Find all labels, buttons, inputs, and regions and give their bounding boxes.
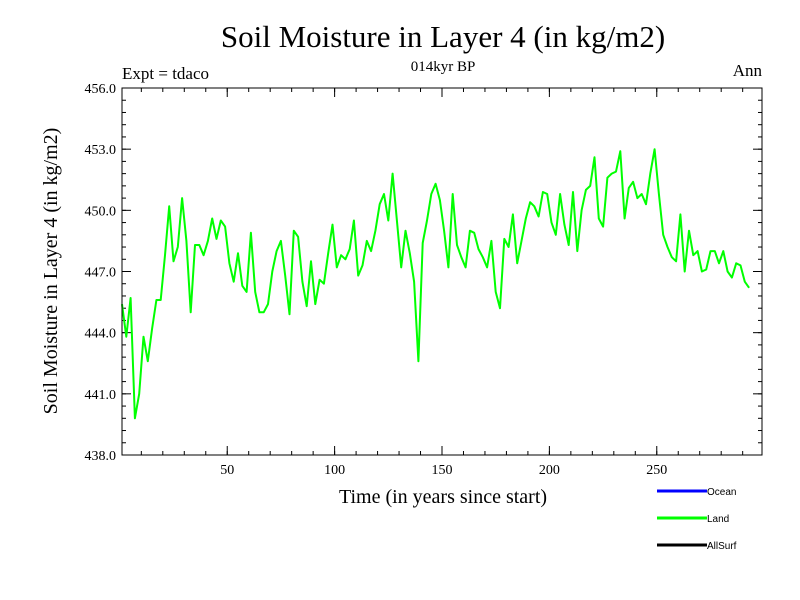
- plot-frame: [121, 87, 763, 456]
- legend: Ocean Land AllSurf: [657, 487, 737, 552]
- y-tick-label: 438.0: [85, 449, 117, 464]
- chart-subtitle: 014kyr BP: [411, 59, 476, 75]
- x-tick-label: 100: [324, 463, 345, 478]
- legend-label: Ocean: [707, 487, 736, 498]
- y-tick-label: 453.0: [85, 143, 117, 158]
- season-label: Ann: [733, 61, 763, 80]
- y-tick-label: 450.0: [85, 204, 117, 219]
- y-tick-label: 456.0: [85, 82, 117, 97]
- legend-label: Land: [707, 514, 729, 525]
- x-axis-label: Time (in years since start): [339, 486, 547, 508]
- x-tick-label: 250: [646, 463, 667, 478]
- series-line-land: [121, 148, 750, 420]
- y-tick-labels: 438.0 441.0 444.0 447.0 450.0 453.0 456.0: [85, 82, 117, 464]
- x-tick-label: 150: [432, 463, 453, 478]
- x-tick-label: 200: [539, 463, 560, 478]
- axis-ticks: [122, 87, 762, 456]
- experiment-label: Expt = tdaco: [122, 64, 209, 83]
- legend-label: AllSurf: [707, 541, 737, 552]
- y-tick-label: 447.0: [85, 266, 117, 281]
- x-tick-label: 50: [220, 463, 234, 478]
- y-axis-label: Soil Moisture in Layer 4 (in kg/m2): [40, 128, 62, 415]
- chart-title: Soil Moisture in Layer 4 (in kg/m2): [221, 19, 665, 54]
- y-tick-label: 441.0: [85, 388, 117, 403]
- x-tick-labels: 50 100 150 200 250: [220, 463, 667, 478]
- y-tick-label: 444.0: [85, 327, 117, 342]
